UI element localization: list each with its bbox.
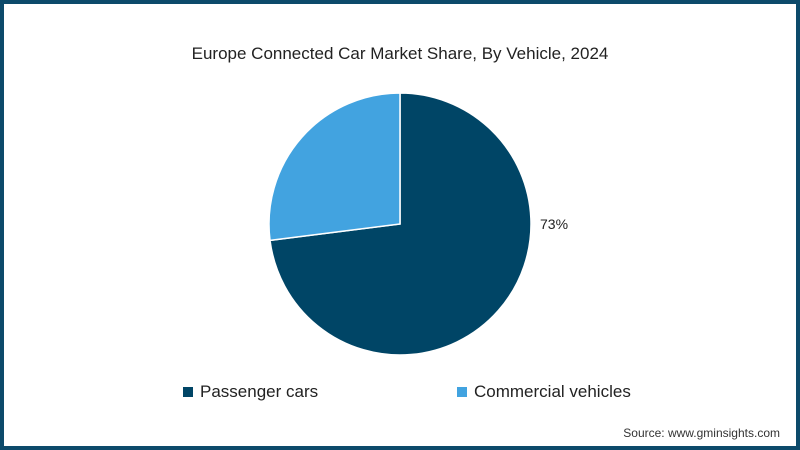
pie-slice-commercial-vehicles bbox=[268, 92, 401, 242]
legend-swatch-icon bbox=[457, 387, 467, 397]
data-label-passenger-cars: 73% bbox=[540, 216, 569, 232]
legend-item-passenger-cars: Passenger cars bbox=[183, 382, 318, 402]
legend-label: Commercial vehicles bbox=[474, 382, 631, 401]
legend-item-commercial-vehicles: Commercial vehicles bbox=[457, 382, 631, 402]
legend-swatch-icon bbox=[183, 387, 193, 397]
legend-label: Passenger cars bbox=[200, 382, 319, 401]
chart-title: Europe Connected Car Market Share, By Ve… bbox=[191, 44, 609, 63]
source-note: Source: www.gminsights.com bbox=[623, 426, 780, 440]
